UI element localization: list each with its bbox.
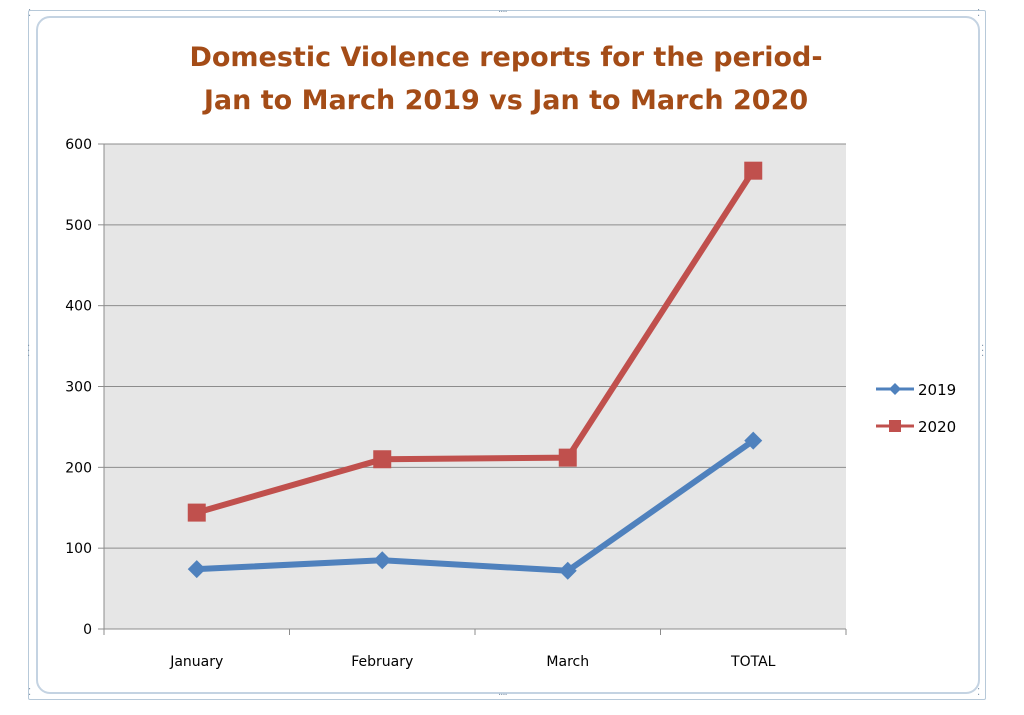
x-tick-label: March (546, 654, 589, 670)
data-point-2019 (744, 431, 763, 450)
x-tick-label: January (169, 654, 223, 670)
resize-handle-right[interactable]: · · · (981, 341, 985, 362)
y-tick-label: 300 (65, 380, 92, 396)
data-point-2020 (187, 503, 206, 522)
legend-marker-2020 (889, 420, 901, 432)
series-line-2019 (193, 437, 757, 574)
y-tick-label: 400 (65, 299, 92, 315)
x-tick-label: February (351, 654, 413, 670)
legend-marker-2019 (889, 383, 901, 395)
data-point-2020 (373, 450, 392, 469)
legend-label-2019: 2019 (918, 381, 956, 399)
y-tick-label: 200 (65, 460, 92, 476)
resize-handle-top[interactable]: ···· (498, 7, 508, 18)
resize-handle-top-left[interactable]: ⁚ (28, 8, 31, 19)
data-point-2020 (744, 161, 763, 180)
data-point-2020 (558, 448, 577, 467)
resize-handle-bottom-left[interactable]: ⁚ (28, 687, 31, 698)
data-point-2019 (558, 561, 577, 580)
y-tick-label: 100 (65, 541, 92, 557)
y-tick-label: 600 (65, 137, 92, 153)
data-point-2019 (187, 560, 206, 579)
chart-title-line-2: Jan to March 2019 vs Jan to March 2020 (203, 85, 809, 116)
data-point-2019 (373, 551, 392, 570)
x-tick-label: TOTAL (730, 654, 776, 670)
y-tick-label: 0 (83, 622, 92, 638)
resize-handle-left[interactable]: · · · (27, 341, 31, 362)
y-tick-label: 500 (65, 218, 92, 234)
resize-handle-top-right[interactable]: ⁚ (977, 8, 980, 19)
series-line-2020 (193, 167, 757, 516)
legend-label-2020: 2020 (918, 418, 956, 436)
resize-handle-bottom-right[interactable]: ⁚ (977, 687, 980, 698)
resize-handle-bottom[interactable]: ···· (498, 690, 508, 701)
chart-title: Domestic Violence reports for the period… (150, 36, 862, 122)
chart-title-line-1: Domestic Violence reports for the period… (189, 42, 823, 73)
chart-frame[interactable] (28, 10, 986, 700)
